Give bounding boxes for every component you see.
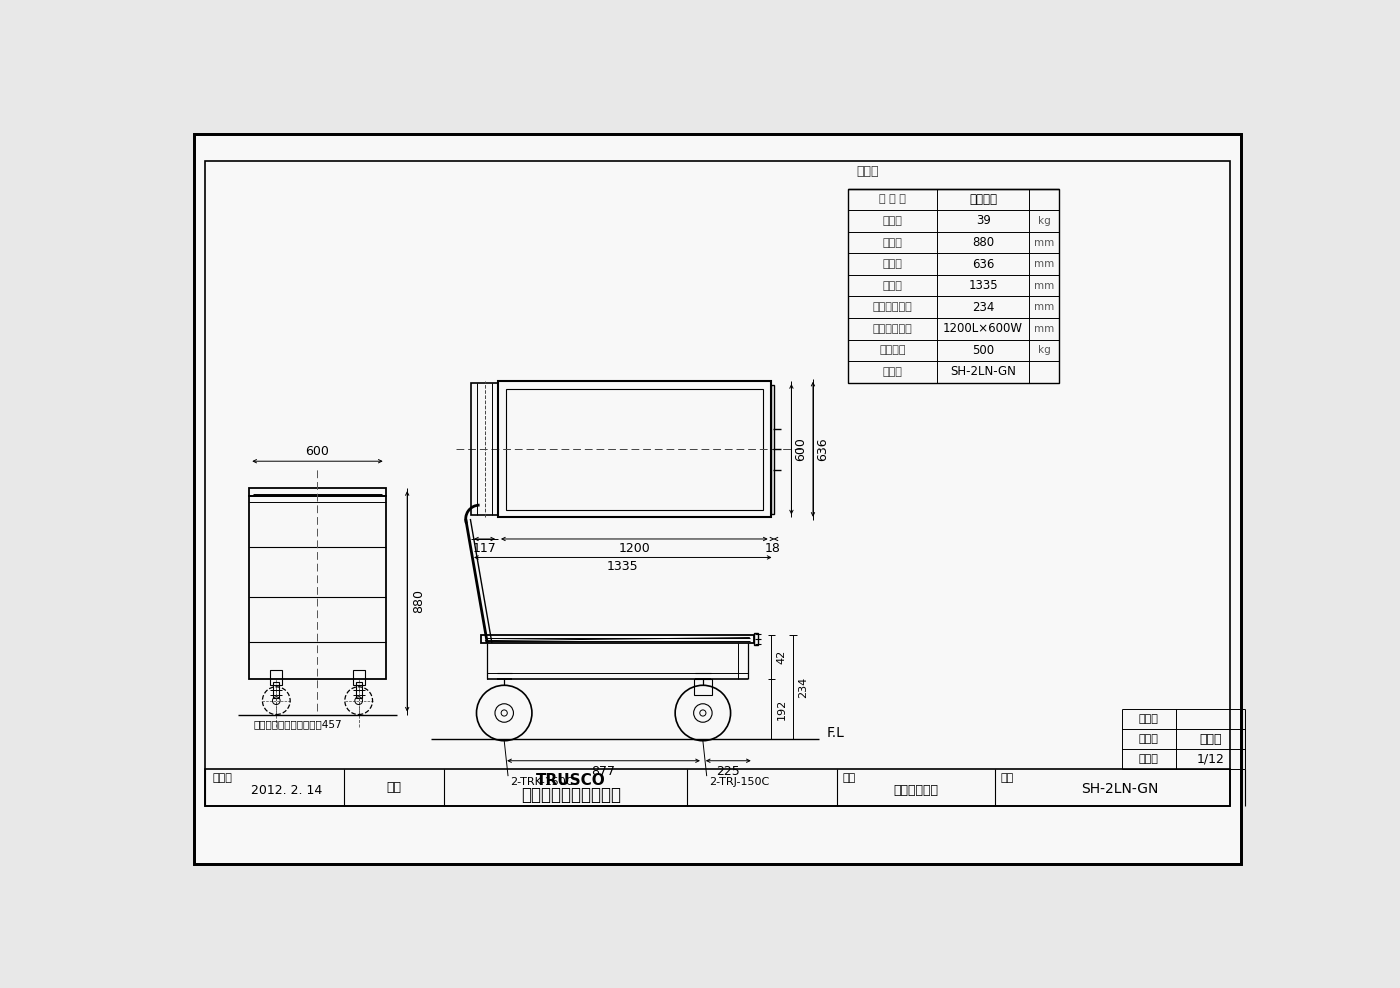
Text: 全　長: 全 長: [883, 281, 903, 290]
Text: 877: 877: [592, 765, 616, 778]
Text: 用　紙: 用 紙: [1138, 734, 1159, 744]
Text: 1335: 1335: [969, 280, 998, 292]
Text: 600: 600: [305, 445, 329, 457]
Text: mm: mm: [1033, 324, 1054, 334]
Bar: [482, 635, 753, 643]
Text: 636: 636: [816, 438, 829, 461]
Bar: [249, 488, 385, 496]
Text: トラスコ中山株式会社: トラスコ中山株式会社: [521, 786, 622, 804]
Text: 880: 880: [412, 590, 426, 614]
Text: 塗 装 色: 塗 装 色: [879, 195, 906, 205]
Text: 作成日: 作成日: [213, 774, 232, 783]
Text: kg: kg: [1037, 346, 1050, 356]
Text: 225: 225: [717, 765, 741, 778]
Text: 図　番: 図 番: [1138, 714, 1159, 724]
Text: 均等荷重: 均等荷重: [879, 346, 906, 356]
Bar: [498, 381, 770, 518]
Bar: [753, 633, 757, 645]
Text: 117: 117: [473, 541, 497, 554]
Bar: [693, 679, 713, 695]
Bar: [353, 670, 365, 686]
Text: 型　式: 型 式: [883, 367, 903, 376]
Text: 1335: 1335: [608, 560, 638, 573]
Text: F.L: F.L: [827, 726, 844, 740]
Text: 2-TRJ-150C: 2-TRJ-150C: [708, 777, 769, 786]
Bar: [356, 682, 361, 698]
Text: 仕　様: 仕 様: [855, 165, 879, 178]
Text: 18: 18: [764, 541, 780, 554]
Text: テーブル寸法: テーブル寸法: [872, 324, 913, 334]
Text: 品番: 品番: [1000, 774, 1014, 783]
Bar: [470, 383, 498, 515]
Text: 2-TRK-150C: 2-TRK-150C: [511, 777, 574, 786]
Bar: [770, 385, 774, 514]
Text: SH-2LN-GN: SH-2LN-GN: [951, 366, 1016, 378]
Text: 1200L×600W: 1200L×600W: [944, 322, 1023, 335]
Text: 636: 636: [972, 258, 994, 271]
Text: 自　重: 自 重: [883, 216, 903, 226]
Text: 39: 39: [976, 214, 991, 227]
Text: 1/12: 1/12: [1197, 753, 1224, 766]
Text: 全　幅: 全 幅: [883, 259, 903, 269]
Text: 42: 42: [777, 650, 787, 664]
Bar: [206, 770, 1229, 806]
Text: SH-2LN-GN: SH-2LN-GN: [1082, 782, 1159, 796]
Text: TRUSCO: TRUSCO: [536, 774, 606, 788]
Bar: [505, 389, 763, 510]
Text: 品名: 品名: [843, 774, 855, 783]
Text: 600: 600: [794, 438, 808, 461]
Bar: [848, 189, 1058, 382]
Text: mm: mm: [1033, 281, 1054, 290]
Text: mm: mm: [1033, 259, 1054, 269]
Text: 500: 500: [972, 344, 994, 357]
Text: 縮　尺: 縮 尺: [1138, 754, 1159, 764]
Bar: [270, 670, 283, 686]
Text: 234: 234: [972, 300, 994, 314]
Text: Ｂ－４: Ｂ－４: [1198, 733, 1222, 746]
Bar: [206, 161, 1229, 806]
Text: mm: mm: [1033, 302, 1054, 312]
Text: 自在車輪巾、固定車輪幅457: 自在車輪巾、固定車輪幅457: [253, 719, 342, 729]
Text: グリーン: グリーン: [969, 193, 997, 206]
Text: kg: kg: [1037, 216, 1050, 226]
Bar: [249, 496, 385, 679]
Text: mm: mm: [1033, 237, 1054, 248]
Text: 2012. 2. 14: 2012. 2. 14: [251, 784, 322, 797]
Text: テーブル高サ: テーブル高サ: [872, 302, 913, 312]
Text: 鋼板製運搬車: 鋼板製運搬車: [893, 784, 938, 797]
Text: 234: 234: [798, 677, 808, 698]
Bar: [273, 682, 280, 698]
Text: 192: 192: [777, 699, 787, 720]
Text: 880: 880: [972, 236, 994, 249]
Text: 1200: 1200: [619, 541, 650, 554]
Text: 検図: 検図: [386, 782, 402, 794]
Text: 全　高: 全 高: [883, 237, 903, 248]
